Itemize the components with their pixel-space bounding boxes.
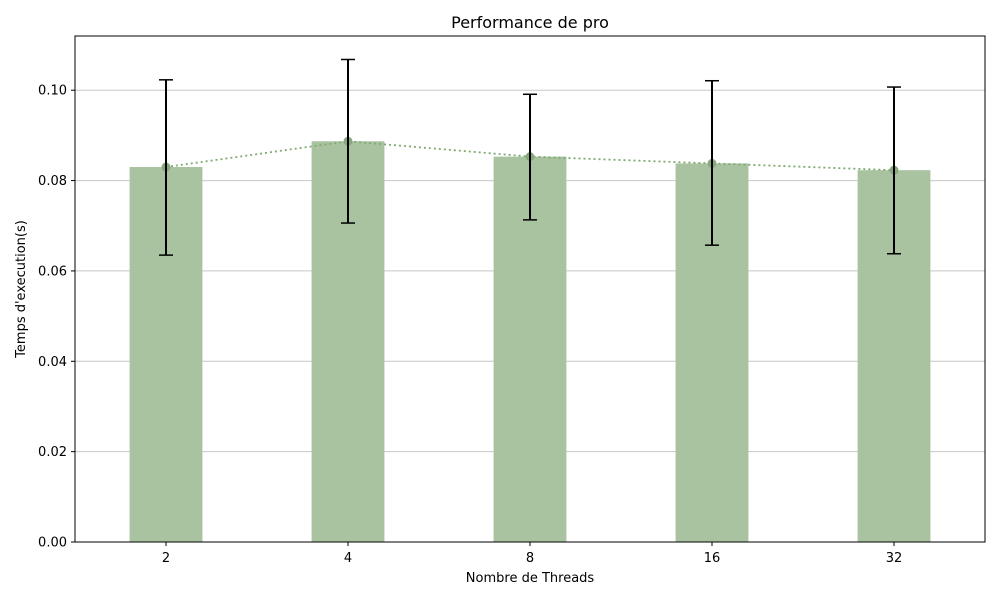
bar-8 (493, 156, 567, 543)
tick-labels: 0.00 0.02 0.04 0.06 0.08 0.10 2 4 8 16 32 (38, 84, 902, 566)
x-axis-label: Nombre de Threads (466, 571, 595, 586)
y-tick-label: 0.00 (38, 536, 67, 551)
x-tick-label: 8 (526, 551, 534, 566)
y-tick-label: 0.10 (38, 84, 67, 99)
x-tick-label: 32 (886, 551, 903, 566)
y-axis-label: Temps d'execution(s) (14, 220, 29, 359)
y-tick-label: 0.02 (38, 445, 67, 460)
x-tick-label: 4 (344, 551, 352, 566)
axes (71, 35, 986, 546)
y-tick-label: 0.04 (38, 355, 67, 370)
y-tick-label: 0.06 (38, 264, 67, 279)
chart-title: Performance de pro (451, 13, 609, 32)
bars (129, 141, 931, 543)
x-tick-label: 16 (704, 551, 721, 566)
error-bars (159, 58, 901, 256)
y-tick-label: 0.08 (38, 174, 67, 189)
x-tick-label: 2 (162, 551, 170, 566)
